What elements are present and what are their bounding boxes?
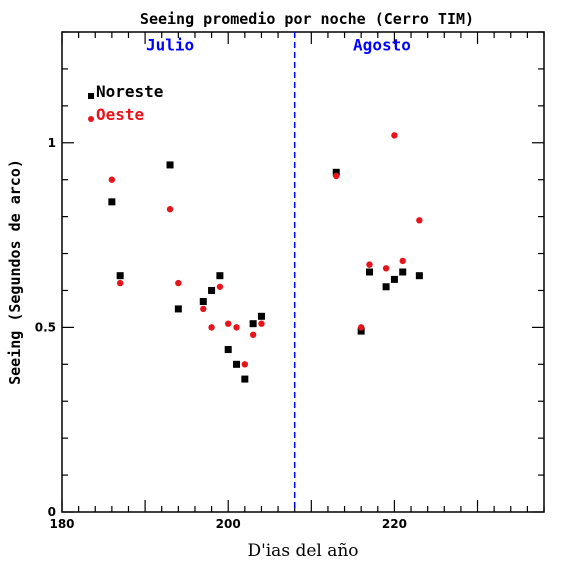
point-noreste — [257, 312, 265, 320]
x-tick-label: 180 — [49, 517, 74, 531]
month-label: Agosto — [353, 35, 411, 54]
chart-title: Seeing promedio por noche (Cerro TIM) — [140, 10, 474, 28]
data-points — [108, 132, 423, 383]
legend-marker-noreste — [88, 93, 94, 99]
point-noreste — [216, 272, 224, 280]
legend: Noreste Oeste — [88, 82, 163, 124]
plot-frame — [61, 31, 545, 513]
point-oeste — [216, 283, 224, 290]
point-oeste — [249, 331, 257, 338]
point-oeste — [208, 324, 215, 331]
point-noreste — [166, 161, 174, 169]
x-axis-label: D'ias del año — [247, 541, 358, 561]
point-oeste — [357, 324, 365, 331]
axis-ticks — [61, 31, 545, 513]
point-oeste — [258, 320, 265, 327]
point-oeste — [225, 320, 232, 327]
point-noreste — [116, 272, 124, 280]
x-tick-label: 220 — [382, 517, 407, 531]
point-oeste — [366, 261, 373, 268]
point-noreste — [174, 305, 182, 313]
y-tick-label: 0.5 — [35, 320, 56, 334]
point-noreste — [208, 286, 216, 294]
point-noreste — [241, 375, 249, 383]
point-oeste — [116, 279, 124, 287]
point-oeste — [241, 361, 249, 368]
point-noreste — [233, 360, 241, 368]
point-oeste — [166, 206, 174, 213]
point-noreste — [224, 346, 232, 354]
point-oeste — [175, 279, 182, 287]
point-noreste — [108, 198, 116, 206]
legend-marker-oeste — [88, 116, 94, 122]
point-oeste — [382, 265, 390, 272]
point-noreste — [365, 268, 373, 276]
point-noreste — [249, 320, 257, 328]
point-noreste — [332, 168, 340, 176]
point-noreste — [382, 283, 390, 291]
point-noreste — [390, 275, 398, 283]
point-oeste — [391, 132, 398, 139]
point-oeste — [108, 176, 116, 183]
point-oeste — [416, 217, 423, 224]
y-tick-label: 1 — [48, 136, 56, 150]
point-oeste — [333, 172, 340, 180]
point-noreste — [199, 298, 207, 306]
x-tick-label: 200 — [216, 517, 241, 531]
point-noreste — [415, 272, 423, 280]
point-noreste — [357, 327, 365, 335]
point-oeste — [399, 257, 406, 265]
point-oeste — [200, 305, 207, 313]
legend-label-noreste: Noreste — [96, 82, 163, 101]
month-annotations: Julio Agosto — [146, 35, 411, 54]
y-axis-label: Seeing (Segundos de arco) — [6, 159, 24, 385]
legend-label-oeste: Oeste — [96, 105, 144, 124]
point-oeste — [233, 324, 240, 331]
y-tick-label: 0 — [48, 505, 56, 519]
month-label: Julio — [146, 35, 194, 54]
point-noreste — [399, 268, 407, 276]
axis-tick-labels: 180 200 220 0 0.5 1 — [35, 136, 407, 531]
